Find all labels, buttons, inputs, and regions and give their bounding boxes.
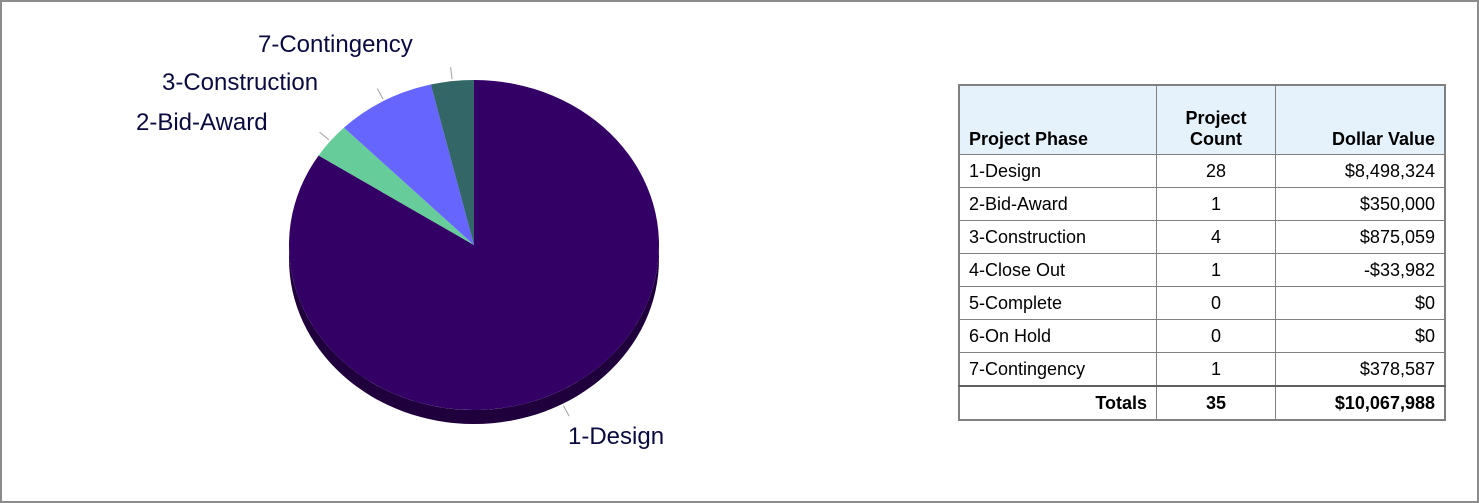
header-project-count: Project Count [1156,84,1276,155]
cell-dollar: $875,059 [1275,220,1446,254]
leader-line-3-construction [376,88,384,100]
leader-line-1-design [563,405,570,417]
cell-count: 1 [1156,187,1276,221]
totals-row: Totals 35 $10,067,988 [958,385,1446,421]
cell-phase: 5-Complete [958,286,1157,320]
header-dollar-value: Dollar Value [1275,84,1446,155]
cell-count: 28 [1156,154,1276,188]
table-row: 1-Design 28 $8,498,324 [958,154,1446,188]
header-count-line1: Project [1185,108,1247,128]
slice-label-2-bid-award: 2-Bid-Award [136,109,268,136]
cell-dollar: -$33,982 [1275,253,1446,287]
cell-count: 4 [1156,220,1276,254]
cell-phase: 4-Close Out [958,253,1157,287]
cell-phase: 6-On Hold [958,319,1157,353]
pie-labels: 7-Contingency 3-Construction 2-Bid-Award… [136,31,664,450]
cell-dollar: $378,587 [1275,352,1446,387]
cell-dollar: $350,000 [1275,187,1446,221]
cell-phase: 7-Contingency [958,352,1157,387]
pie-leader-lines [319,67,570,417]
table-row: 6-On Hold 0 $0 [958,319,1446,353]
cell-dollar: $8,498,324 [1275,154,1446,188]
cell-count: 0 [1156,319,1276,353]
totals-label: Totals [958,385,1157,421]
cell-dollar: $0 [1275,286,1446,320]
cell-count: 0 [1156,286,1276,320]
leader-line-7-contingency [450,67,453,80]
table-row: 5-Complete 0 $0 [958,286,1446,320]
cell-count: 1 [1156,352,1276,387]
cell-count: 1 [1156,253,1276,287]
slice-label-3-construction: 3-Construction [162,69,318,96]
pie-slice-3-construction [343,84,474,246]
table-row: 4-Close Out 1 -$33,982 [958,253,1446,287]
header-count-line2: Count [1190,129,1242,149]
pie-slices [289,80,660,410]
table-row: 2-Bid-Award 1 $350,000 [958,187,1446,221]
cell-phase: 3-Construction [958,220,1157,254]
pie-slice-7-contingency [430,80,474,245]
table-row: 7-Contingency 1 $378,587 [958,352,1446,387]
phase-summary-table: Project Phase Project Count Dollar Value … [958,84,1446,421]
table-header-row: Project Phase Project Count Dollar Value [958,84,1446,155]
cell-dollar: $0 [1275,319,1446,353]
totals-count: 35 [1156,385,1276,421]
cell-phase: 1-Design [958,154,1157,188]
cell-phase: 2-Bid-Award [958,187,1157,221]
totals-dollar: $10,067,988 [1275,385,1446,421]
slice-label-7-contingency: 7-Contingency [258,31,413,58]
pie-slice-1-design [289,80,660,410]
slice-label-1-design: 1-Design [568,423,664,450]
leader-line-2-bid-award [319,131,330,141]
table-row: 3-Construction 4 $875,059 [958,220,1446,254]
pie-slice-2-bid-award [318,127,474,245]
header-project-phase: Project Phase [958,84,1157,155]
